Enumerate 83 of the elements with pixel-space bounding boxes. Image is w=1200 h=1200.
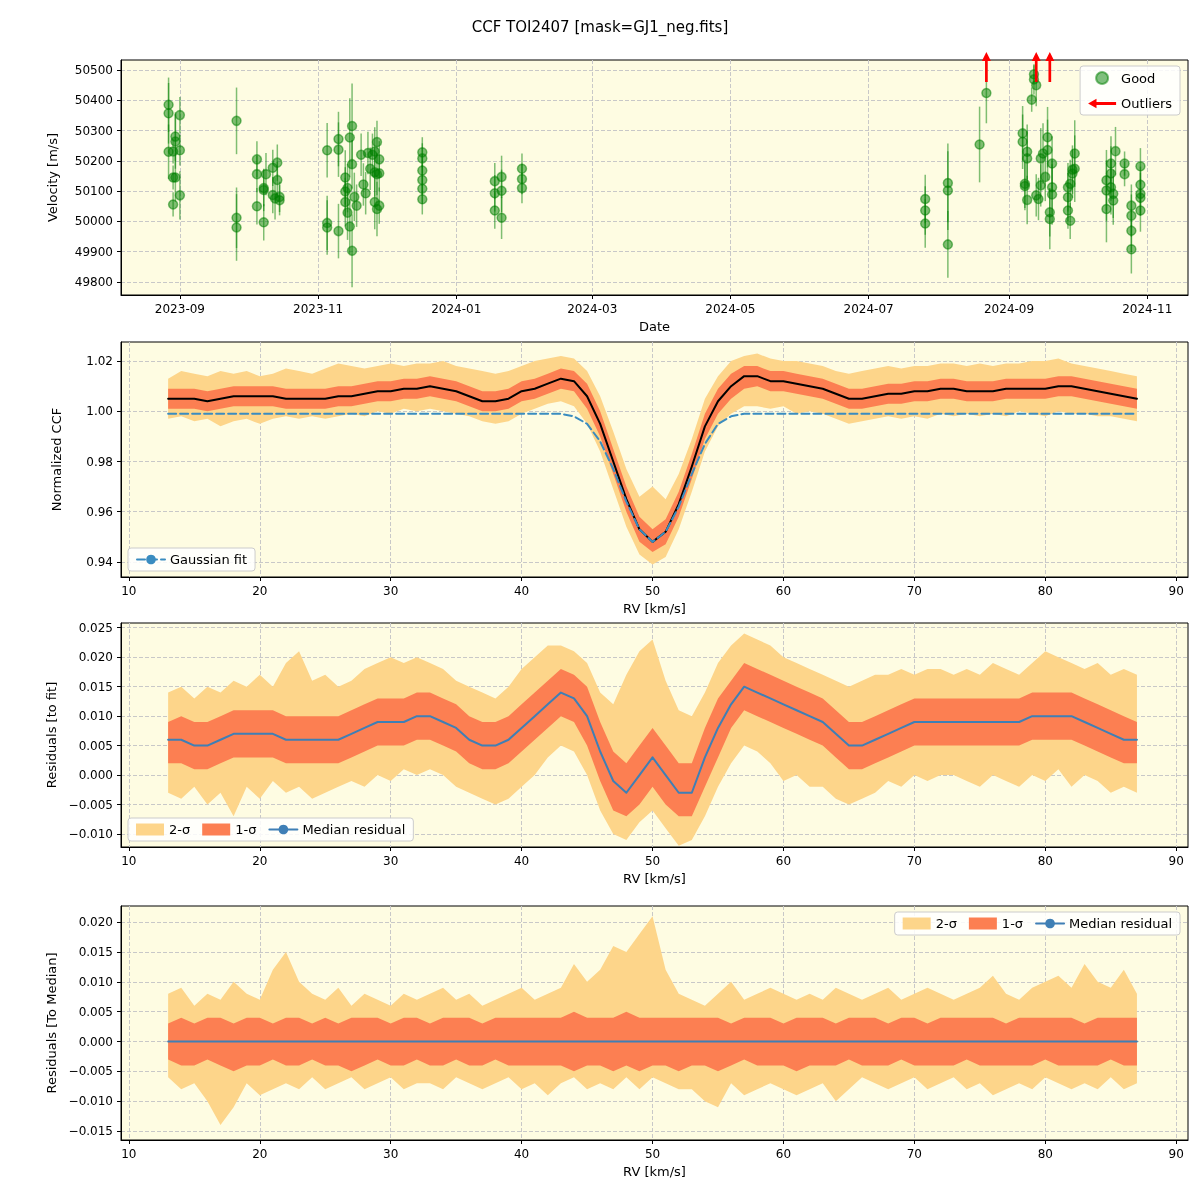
y-tick-label: 1.02 — [86, 354, 113, 369]
y-tick-label: 0.005 — [78, 738, 113, 753]
y-tick-label: 0.005 — [78, 1004, 113, 1019]
x-tick-label: 2024-07 — [843, 302, 894, 316]
y-tick-label: 49900 — [74, 244, 113, 259]
y-tick-label: 0.000 — [78, 1034, 113, 1049]
y-tick-label: 0.020 — [78, 915, 113, 930]
x-tick-label: 70 — [906, 854, 923, 868]
x-tick-label: 30 — [383, 1147, 399, 1161]
y-axis-title: Residuals [To Median] — [43, 952, 59, 1094]
x-tick-label: 60 — [775, 1147, 792, 1161]
y-tick-label: 50300 — [74, 123, 113, 138]
x-tick-label: 20 — [252, 1147, 268, 1161]
x-tick-label: 2023-09 — [154, 302, 205, 316]
y-tick-label: 49800 — [74, 274, 113, 289]
x-tick-label: 10 — [121, 1147, 137, 1161]
legend-label: Median residual — [302, 822, 406, 837]
x-tick-label: 90 — [1168, 584, 1184, 598]
legend-label: Gaussian fit — [170, 552, 248, 567]
y-tick-label: 50000 — [74, 214, 113, 229]
legend-label: 1-σ — [235, 822, 257, 837]
x-tick-label: 50 — [644, 584, 661, 598]
x-tick-label: 50 — [644, 854, 661, 868]
x-tick-label: 20 — [252, 854, 268, 868]
x-tick-label: 70 — [906, 584, 923, 598]
y-tick-label: −0.010 — [68, 827, 113, 842]
x-tick-label: 80 — [1037, 1147, 1053, 1161]
x-axis-title: RV [km/s] — [623, 1163, 686, 1179]
legend-label: Good — [1121, 70, 1156, 86]
y-tick-label: 0.94 — [86, 554, 113, 569]
y-axis-title: Velocity [m/s] — [45, 132, 60, 223]
x-tick-label: 10 — [121, 854, 137, 868]
x-tick-label: 2024-11 — [1122, 302, 1173, 316]
y-tick-label: 0.000 — [78, 768, 113, 783]
x-tick-label: 10 — [121, 584, 137, 598]
y-tick-label: −0.010 — [68, 1094, 113, 1109]
y-tick-label: 0.020 — [78, 650, 113, 665]
line-series — [167, 685, 1138, 794]
legend-label: 2-σ — [169, 822, 191, 837]
x-tick-label: 40 — [513, 1147, 530, 1161]
y-tick-label: 50200 — [74, 153, 113, 168]
x-tick-label: 20 — [252, 584, 268, 598]
y-tick-label: 0.025 — [78, 620, 113, 635]
x-tick-label: 90 — [1168, 854, 1184, 868]
legend-label: 2-σ — [935, 916, 957, 931]
y-tick-label: 0.015 — [78, 679, 113, 694]
y-tick-label: 50500 — [74, 62, 113, 77]
x-tick-label: 40 — [513, 584, 530, 598]
x-tick-label: 80 — [1037, 854, 1053, 868]
x-tick-label: 2024-03 — [567, 302, 618, 316]
legend-label: 1-σ — [1001, 916, 1024, 931]
x-tick-label: 70 — [906, 1147, 923, 1161]
y-tick-label: 0.96 — [86, 504, 113, 519]
y-tick-label: 50400 — [74, 93, 113, 108]
x-tick-label: 40 — [513, 854, 530, 868]
x-tick-label: 60 — [775, 584, 792, 598]
y-tick-label: 0.015 — [78, 944, 113, 959]
x-tick-label: 30 — [383, 584, 399, 598]
x-tick-label: 80 — [1037, 584, 1053, 598]
legend-label: Median residual — [1069, 916, 1173, 931]
y-tick-label: 0.98 — [86, 454, 113, 469]
y-axis-title: Residuals [to fit] — [43, 681, 59, 789]
x-axis-title: RV [km/s] — [623, 870, 686, 886]
x-axis-title: Date — [638, 318, 671, 334]
y-tick-label: 0.010 — [78, 974, 113, 989]
x-tick-label: 90 — [1168, 1147, 1184, 1161]
y-tick-label: −0.005 — [68, 797, 113, 812]
x-tick-label: 30 — [383, 854, 399, 868]
legend-label: Outliers — [1121, 96, 1173, 111]
y-tick-label: −0.005 — [68, 1064, 113, 1079]
x-tick-label: 2024-01 — [431, 302, 482, 316]
x-tick-label: 2023-11 — [293, 302, 344, 316]
x-axis-title: RV [km/s] — [623, 600, 686, 616]
y-tick-label: 50100 — [74, 184, 113, 199]
x-tick-label: 60 — [775, 854, 792, 868]
y-tick-label: −0.015 — [68, 1124, 113, 1139]
chart-title: CCF TOI2407 [mask=GJ1_neg.fits] — [471, 17, 729, 37]
x-tick-label: 2024-05 — [705, 302, 756, 316]
y-tick-label: 1.00 — [86, 404, 113, 419]
x-tick-label: 50 — [644, 1147, 661, 1161]
y-tick-label: 0.010 — [78, 709, 113, 724]
y-axis-title: Normalized CCF — [49, 407, 64, 512]
x-tick-label: 2024-09 — [983, 302, 1035, 316]
